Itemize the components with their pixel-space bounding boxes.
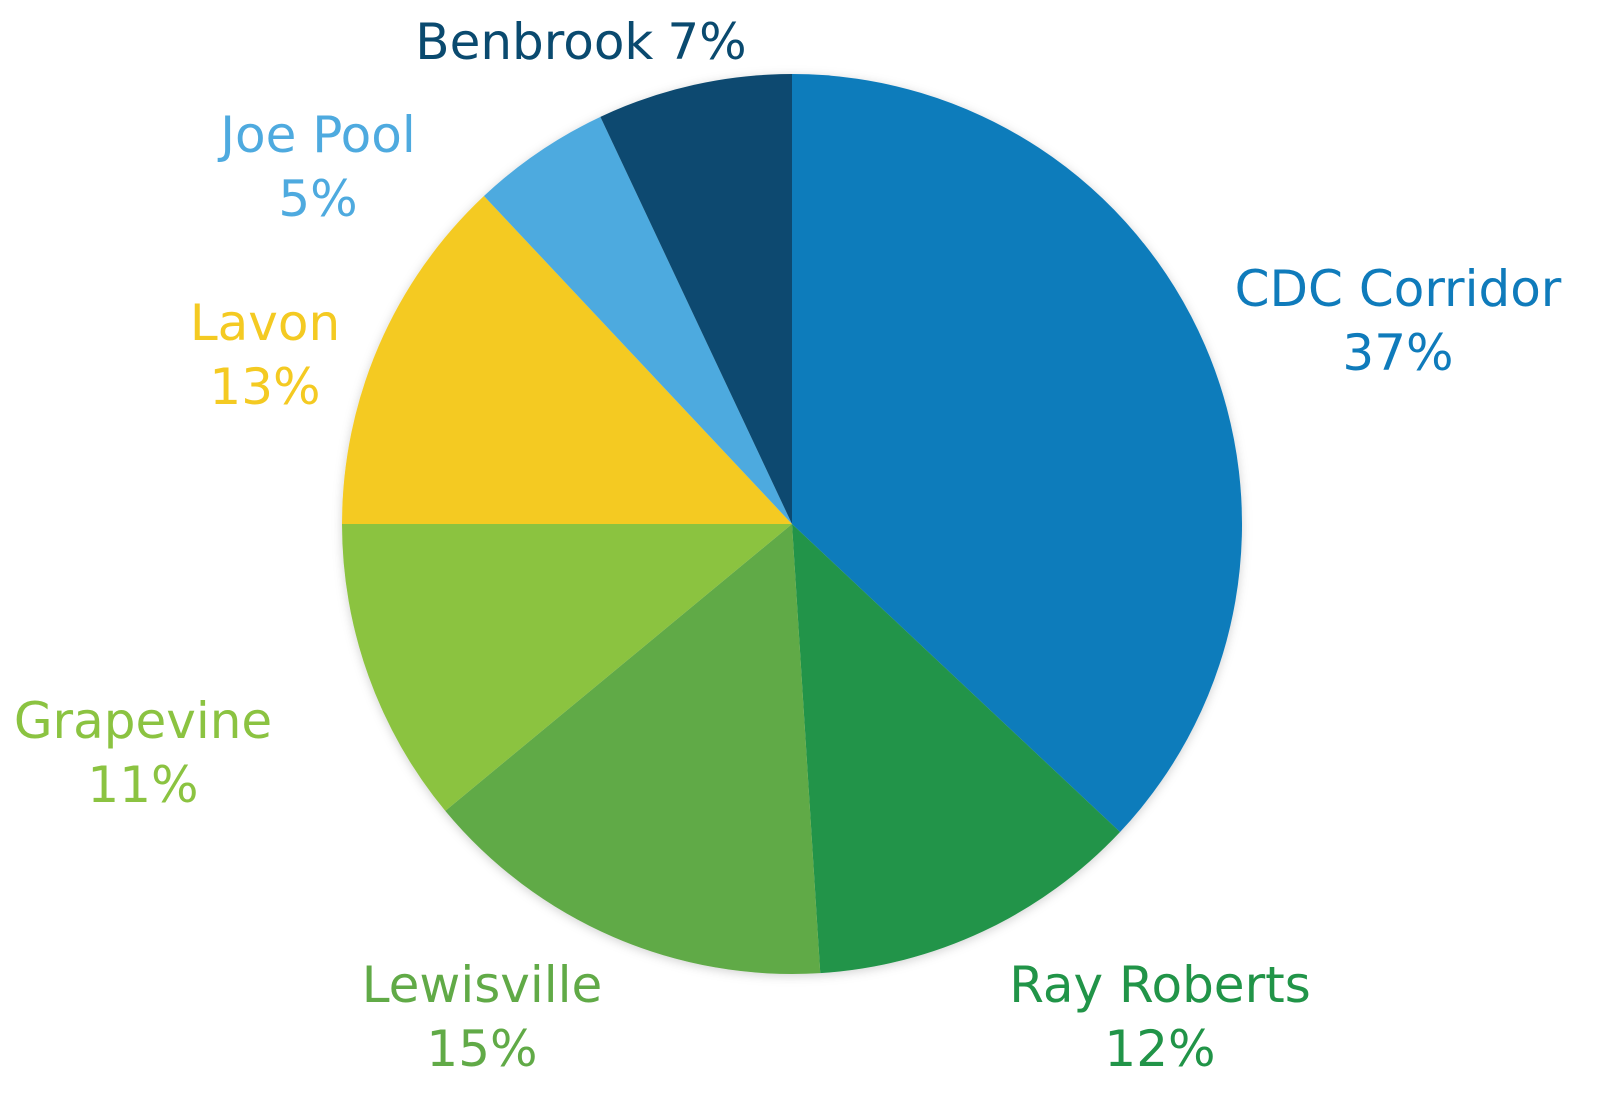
slice-label-name: Joe Pool [217, 106, 415, 164]
slice-label-percent: 7% [667, 13, 746, 71]
pie-slice-joe-pool [483, 116, 792, 524]
slice-label-percent: 13% [209, 358, 320, 416]
slice-label-percent: 15% [426, 1020, 537, 1078]
slice-label-lewisville: Lewisville 15% [362, 956, 603, 1078]
pie-slice-cdc-corridor [792, 74, 1243, 833]
slice-label-name: Grapevine [14, 692, 272, 750]
slice-label-name: Lavon [190, 294, 340, 352]
slice-label-lavon: Lavon 13% [190, 294, 340, 416]
pie-slice-ray-roberts [792, 524, 1121, 974]
slice-label-name: Lewisville [362, 956, 603, 1014]
pie-slice-benbrook [600, 74, 792, 524]
slice-label-name: Benbrook [415, 13, 653, 71]
pie-labels: CDC Corridor 37% Ray Roberts 12% Lewisville 1… [14, 13, 1562, 1078]
slice-label-benbrook: Benbrook 7% [415, 13, 746, 71]
slice-label-name: Ray Roberts [1009, 956, 1311, 1014]
slice-label-percent: 11% [87, 756, 198, 814]
slice-label-name: CDC Corridor [1235, 260, 1562, 318]
pie-slice-lewisville [445, 524, 821, 974]
slice-label-percent: 12% [1104, 1020, 1215, 1078]
slice-label-grapevine: Grapevine 11% [14, 692, 272, 814]
slice-label-percent: 37% [1342, 324, 1453, 382]
pie-slice-lavon [342, 195, 792, 524]
slice-label-joe-pool: Joe Pool 5% [217, 106, 415, 228]
slice-label-percent: 5% [278, 170, 357, 228]
pie-slice-grapevine [342, 524, 792, 811]
pie-slices [342, 74, 1243, 974]
slice-label-ray-roberts: Ray Roberts 12% [1009, 956, 1311, 1078]
slice-label-cdc-corridor: CDC Corridor 37% [1235, 260, 1562, 382]
